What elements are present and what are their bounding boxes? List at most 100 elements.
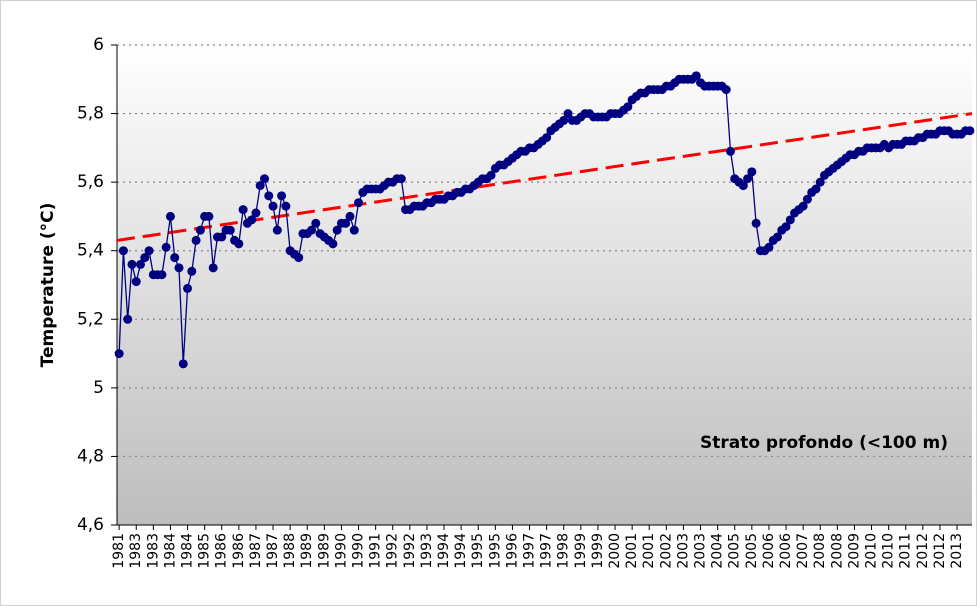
- x-tick-label: 1999: [573, 533, 589, 569]
- data-point: [691, 71, 701, 81]
- x-tick-label: 1988: [282, 533, 298, 569]
- x-tick-label: 1993: [419, 533, 435, 569]
- x-tick-label: 2004: [710, 533, 726, 569]
- x-tick-label: 1995: [470, 533, 486, 569]
- y-tick-label: 5,2: [77, 309, 104, 329]
- y-tick-label: 4,8: [77, 446, 104, 466]
- x-tick-label: 1984: [180, 533, 196, 569]
- data-point: [178, 359, 188, 369]
- x-tick-label: 2003: [675, 533, 691, 569]
- data-point: [277, 191, 287, 201]
- data-point: [118, 246, 128, 256]
- data-point: [307, 225, 317, 235]
- x-tick-label: 2010: [881, 533, 897, 569]
- x-tick-label: 2005: [744, 533, 760, 569]
- data-point: [208, 263, 218, 273]
- x-tick-label: 2005: [727, 533, 743, 569]
- data-point: [785, 215, 795, 225]
- x-tick-label: 1984: [162, 533, 178, 569]
- data-point: [725, 146, 735, 156]
- x-tick-label: 1992: [385, 533, 401, 569]
- data-point: [123, 314, 133, 324]
- data-point: [157, 270, 167, 280]
- data-point: [486, 170, 496, 180]
- data-point: [751, 218, 761, 228]
- x-tick-label: 2001: [624, 533, 640, 569]
- data-point: [140, 253, 150, 263]
- data-point: [183, 283, 193, 293]
- y-tick-label: 5,8: [77, 104, 104, 124]
- data-point: [165, 211, 175, 221]
- y-tick-label: 5: [93, 378, 104, 398]
- x-tick-label: 2003: [693, 533, 709, 569]
- x-tick-label: 1985: [197, 533, 213, 569]
- data-point: [559, 115, 569, 125]
- x-tick-label: 2008: [812, 533, 828, 569]
- y-tick-label: 4,6: [77, 515, 104, 535]
- x-tick-label: 1997: [522, 533, 538, 569]
- data-point: [294, 253, 304, 263]
- data-point: [281, 201, 291, 211]
- data-point: [802, 194, 812, 204]
- data-point: [772, 232, 782, 242]
- data-point: [268, 201, 278, 211]
- data-point: [191, 235, 201, 245]
- data-point: [247, 215, 257, 225]
- x-tick-label: 1983: [128, 533, 144, 569]
- data-point: [743, 174, 753, 184]
- data-point: [798, 201, 808, 211]
- data-point: [272, 225, 282, 235]
- data-point: [764, 242, 774, 252]
- data-point: [747, 167, 757, 177]
- x-tick-label: 2008: [829, 533, 845, 569]
- y-tick-label: 6: [93, 35, 104, 55]
- x-tick-label: 1989: [299, 533, 315, 569]
- x-tick-label: 1987: [265, 533, 281, 569]
- x-tick-label: 1986: [231, 533, 247, 569]
- x-tick-label: 1999: [590, 533, 606, 569]
- x-tick-label: 1992: [402, 533, 418, 569]
- x-tick-label: 2002: [658, 533, 674, 569]
- data-point: [738, 181, 748, 191]
- data-point: [396, 174, 406, 184]
- data-point: [170, 253, 180, 263]
- annotation: Strato profondo (<100 m): [700, 433, 948, 453]
- data-point: [623, 102, 633, 112]
- x-tick-label: 1994: [453, 533, 469, 569]
- data-point: [721, 85, 731, 95]
- trend-line: [116, 112, 973, 242]
- data-point: [332, 225, 342, 235]
- data-point: [815, 177, 825, 187]
- data-point: [341, 218, 351, 228]
- plot-area: [117, 45, 972, 525]
- x-tick-label: 1997: [539, 533, 555, 569]
- data-point: [965, 126, 975, 136]
- x-tick-label: 2010: [864, 533, 880, 569]
- x-tick-label: 2001: [641, 533, 657, 569]
- data-point: [264, 191, 274, 201]
- x-tick-label: 2013: [949, 533, 965, 569]
- data-point: [225, 225, 235, 235]
- x-tick-label: 2012: [915, 533, 931, 569]
- x-tick-label: 1994: [436, 533, 452, 569]
- x-tick-label: 1990: [333, 533, 349, 569]
- x-tick-label: 2006: [778, 533, 794, 569]
- x-tick-label: 2012: [932, 533, 948, 569]
- x-tick-label: 1998: [556, 533, 572, 569]
- x-tick-label: 1991: [368, 533, 384, 569]
- x-tick-label: 2009: [846, 533, 862, 569]
- y-tick-label: 5,4: [77, 241, 104, 261]
- data-point: [781, 222, 791, 232]
- data-point: [204, 211, 214, 221]
- x-tick-label: 1983: [145, 533, 161, 569]
- y-axis-label: Temperature (°C): [38, 203, 58, 368]
- x-tick-label: 1995: [487, 533, 503, 569]
- data-point: [563, 109, 573, 119]
- x-tick-label: 1986: [214, 533, 230, 569]
- data-point: [328, 239, 338, 249]
- data-point: [131, 277, 141, 287]
- y-tick-label: 5,6: [77, 172, 104, 192]
- data-point: [174, 263, 184, 273]
